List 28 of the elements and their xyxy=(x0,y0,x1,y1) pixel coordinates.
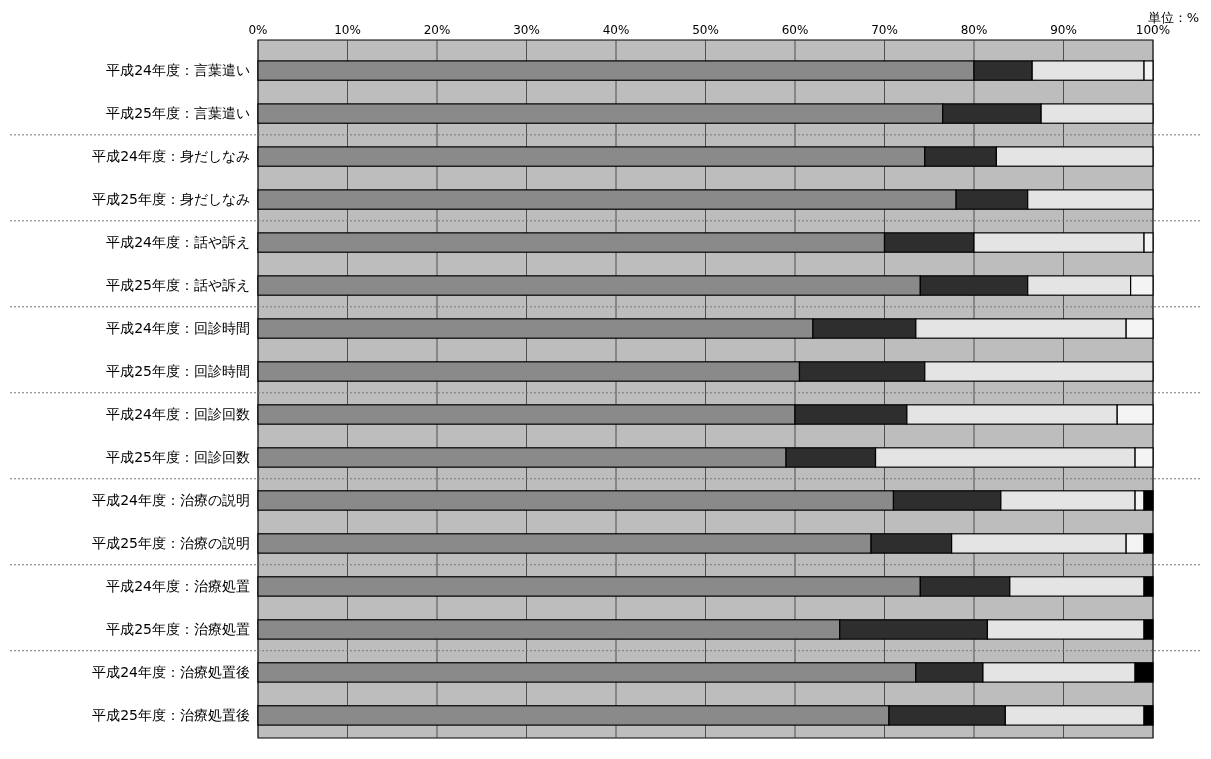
x-tick-label: 70% xyxy=(871,23,898,37)
y-tick-label: 平成24年度：回診回数 xyxy=(106,406,250,423)
x-tick-label: 50% xyxy=(692,23,719,37)
y-tick-label: 平成24年度：治療処置 xyxy=(106,578,250,595)
y-tick-label: 平成25年度：話や訴え xyxy=(106,277,250,294)
y-tick-label: 平成24年度：治療処置後 xyxy=(92,664,250,681)
y-tick-label: 平成24年度：言葉遣い xyxy=(106,62,250,79)
x-tick-label: 80% xyxy=(960,23,988,37)
y-tick-label: 平成25年度：治療処置後 xyxy=(92,707,250,724)
y-tick-label: 平成25年度：身だしなみ xyxy=(92,191,250,208)
y-tick-label: 平成24年度：身だしなみ xyxy=(92,148,250,165)
y-tick-label: 平成24年度：回診時間 xyxy=(106,320,250,337)
x-tick-label: 90% xyxy=(1050,23,1077,37)
y-tick-label: 平成24年度：話や訴え xyxy=(106,234,250,251)
x-tick-label: 10% xyxy=(334,23,361,37)
x-tick-label: 60% xyxy=(781,23,809,37)
x-tick-label: 30% xyxy=(513,23,540,37)
text: 単位：% xyxy=(1147,10,1199,25)
y-tick-label: 平成25年度：治療処置 xyxy=(106,621,250,638)
y-tick-label: 平成25年度：回診時間 xyxy=(106,363,250,380)
y-tick-label: 平成25年度：治療の説明 xyxy=(92,535,250,552)
x-tick-label: 20% xyxy=(423,23,451,37)
y-tick-label: 平成25年度：回診回数 xyxy=(106,449,250,466)
y-tick-label: 平成25年度：言葉遣い xyxy=(106,105,250,122)
x-tick-label: 0% xyxy=(248,23,268,37)
x-tick-label: 100% xyxy=(1135,23,1171,37)
x-tick-label: 40% xyxy=(602,23,630,37)
y-tick-label: 平成24年度：治療の説明 xyxy=(92,492,250,509)
